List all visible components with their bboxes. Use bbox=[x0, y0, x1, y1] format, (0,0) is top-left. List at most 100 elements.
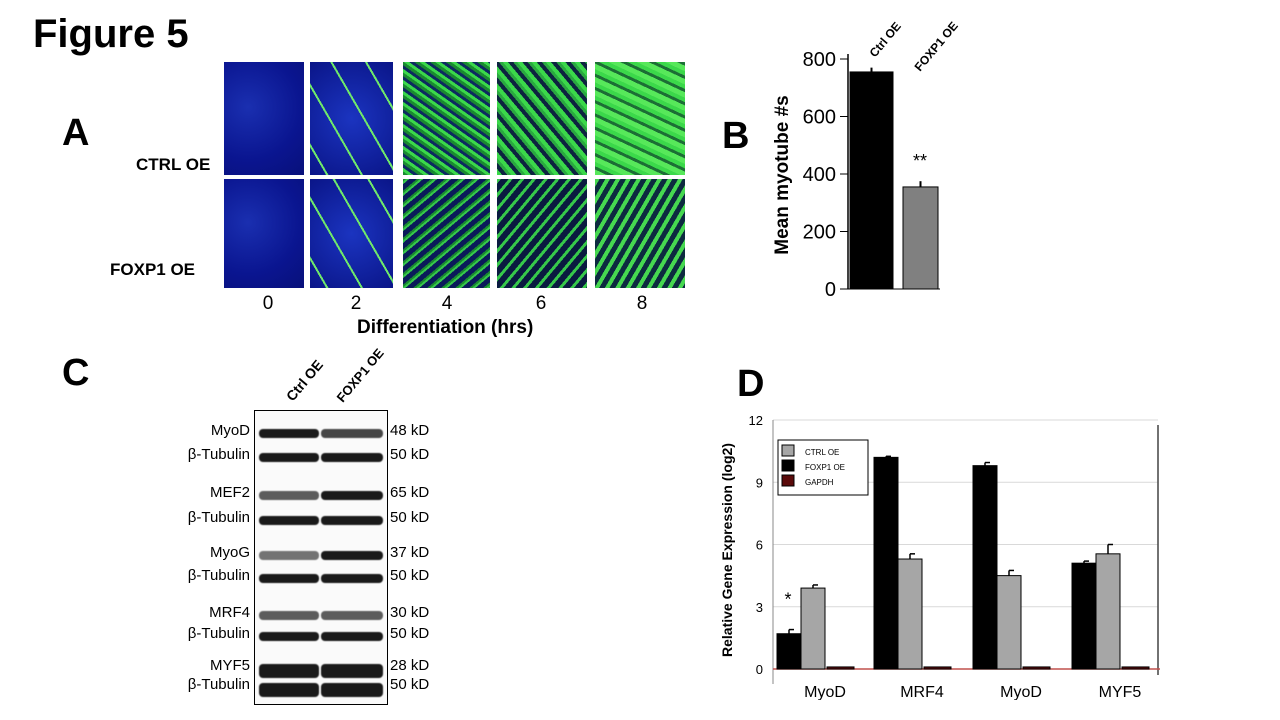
blot-protein-label: β-Tubulin bbox=[187, 567, 250, 584]
category-label: MRF4 bbox=[900, 684, 944, 700]
panel-c-label: C bbox=[62, 352, 90, 394]
bar bbox=[1022, 666, 1051, 670]
protein-band bbox=[259, 551, 319, 560]
y-axis-title: Relative Gene Expression (log2) bbox=[719, 443, 735, 657]
bar bbox=[996, 575, 1022, 670]
protein-band bbox=[259, 516, 319, 525]
y-tick-label: 800 bbox=[803, 49, 836, 71]
micrograph-foxp1-4h bbox=[403, 179, 490, 288]
tick-label: 6 bbox=[535, 293, 547, 314]
panel-d-label: D bbox=[737, 363, 765, 405]
category-label: MYF5 bbox=[1099, 684, 1142, 700]
protein-band bbox=[259, 453, 319, 462]
legend-swatch bbox=[781, 459, 795, 472]
protein-band bbox=[321, 611, 383, 620]
protein-band bbox=[259, 429, 319, 438]
blot-size-label: 30 kD bbox=[390, 604, 430, 621]
blot-protein-label: MyoG bbox=[209, 544, 250, 561]
micrograph-foxp1-6h bbox=[497, 179, 587, 288]
y-tick-label: 200 bbox=[803, 222, 836, 244]
protein-band bbox=[321, 574, 383, 583]
blot-protein-label: MyoD bbox=[210, 422, 250, 439]
category-label: FOXP1 OE bbox=[912, 19, 961, 74]
tick-label: 2 bbox=[350, 293, 362, 314]
lane-label-ctrl: Ctrl OE bbox=[282, 356, 327, 404]
protein-band bbox=[259, 611, 319, 620]
significance-annotation: * bbox=[784, 590, 791, 610]
protein-band bbox=[321, 516, 383, 525]
y-axis-title: Mean myotube #s bbox=[772, 95, 793, 254]
significance-annotation: ** bbox=[913, 151, 927, 171]
bar bbox=[776, 633, 802, 670]
blot-size-label: 50 kD bbox=[390, 625, 430, 642]
chart-b: 0 200 400 600 800 Ctrl OE FOXP1 OE ** Mean myotu… bbox=[772, 19, 961, 301]
bar bbox=[873, 456, 899, 670]
y-tick-label: 0 bbox=[756, 662, 763, 677]
y-tick-label: 12 bbox=[749, 413, 763, 428]
y-tick-label: 400 bbox=[803, 164, 836, 186]
micrograph-foxp1-8h bbox=[595, 179, 685, 288]
legend-swatch bbox=[781, 474, 795, 487]
legend-label: CTRL OE bbox=[805, 448, 839, 457]
protein-band bbox=[321, 453, 383, 462]
protein-band bbox=[321, 491, 383, 500]
lane-label-foxp1: FOXP1 OE bbox=[333, 345, 387, 405]
blot-size-label: 50 kD bbox=[390, 676, 430, 693]
protein-band bbox=[259, 574, 319, 583]
protein-band bbox=[259, 683, 319, 697]
blot-size-label: 50 kD bbox=[390, 567, 430, 584]
blot-size-label: 48 kD bbox=[390, 422, 430, 439]
blot-size-label: 37 kD bbox=[390, 544, 430, 561]
row-label-foxp1: FOXP1 OE bbox=[110, 260, 196, 279]
y-tick-label: 3 bbox=[756, 600, 763, 615]
protein-band bbox=[321, 551, 383, 560]
category-label: MyoD bbox=[804, 684, 846, 700]
chart-d: 0 3 6 9 12 MyoD MRF4 MyoD MYF5 * CTRL OE FOXP1 OE GA… bbox=[719, 413, 1160, 700]
bar bbox=[800, 587, 826, 670]
figure-title: Figure 5 bbox=[33, 12, 189, 56]
blot-size-label: 65 kD bbox=[390, 484, 430, 501]
panel-b-label: B bbox=[722, 115, 750, 157]
bar bbox=[849, 71, 894, 290]
blot-size-label: 50 kD bbox=[390, 509, 430, 526]
micrograph-foxp1-2h bbox=[310, 179, 393, 288]
protein-band bbox=[321, 429, 383, 438]
category-label: MyoD bbox=[1000, 684, 1042, 700]
protein-band bbox=[321, 664, 383, 678]
legend-swatch bbox=[781, 444, 795, 457]
micrograph-ctrl-6h bbox=[497, 62, 587, 175]
blot-protein-label: MEF2 bbox=[209, 484, 250, 501]
blot-size-label: 28 kD bbox=[390, 657, 430, 674]
bar bbox=[923, 666, 952, 670]
bar bbox=[902, 186, 939, 290]
bar bbox=[897, 558, 923, 670]
blot-protein-label: β-Tubulin bbox=[187, 446, 250, 463]
protein-band bbox=[321, 632, 383, 641]
bar bbox=[1071, 562, 1097, 670]
blot-protein-label: β-Tubulin bbox=[187, 509, 250, 526]
y-tick-label: 6 bbox=[756, 538, 763, 553]
bar bbox=[1095, 553, 1121, 670]
protein-band bbox=[259, 491, 319, 500]
y-tick-label: 0 bbox=[825, 279, 836, 301]
micrograph-ctrl-0h bbox=[224, 62, 304, 175]
bar bbox=[826, 666, 855, 670]
western-blot bbox=[254, 410, 388, 705]
bar bbox=[1121, 666, 1150, 670]
y-tick-label: 9 bbox=[756, 475, 763, 490]
panel-a-label: A bbox=[62, 112, 90, 154]
blot-protein-label: MYF5 bbox=[209, 657, 250, 674]
blot-protein-label: β-Tubulin bbox=[187, 625, 250, 642]
micrograph-foxp1-0h bbox=[224, 179, 304, 288]
micrograph-ctrl-8h bbox=[595, 62, 685, 175]
row-label-ctrl: CTRL OE bbox=[136, 155, 211, 174]
tick-label: 8 bbox=[636, 293, 648, 314]
tick-label: 0 bbox=[262, 293, 274, 314]
tick-label: 4 bbox=[441, 293, 453, 314]
blot-size-label: 50 kD bbox=[390, 446, 430, 463]
micrograph-ctrl-2h bbox=[310, 62, 393, 175]
legend-label: GAPDH bbox=[805, 478, 834, 487]
protein-band bbox=[259, 664, 319, 678]
blot-protein-label: β-Tubulin bbox=[187, 676, 250, 693]
